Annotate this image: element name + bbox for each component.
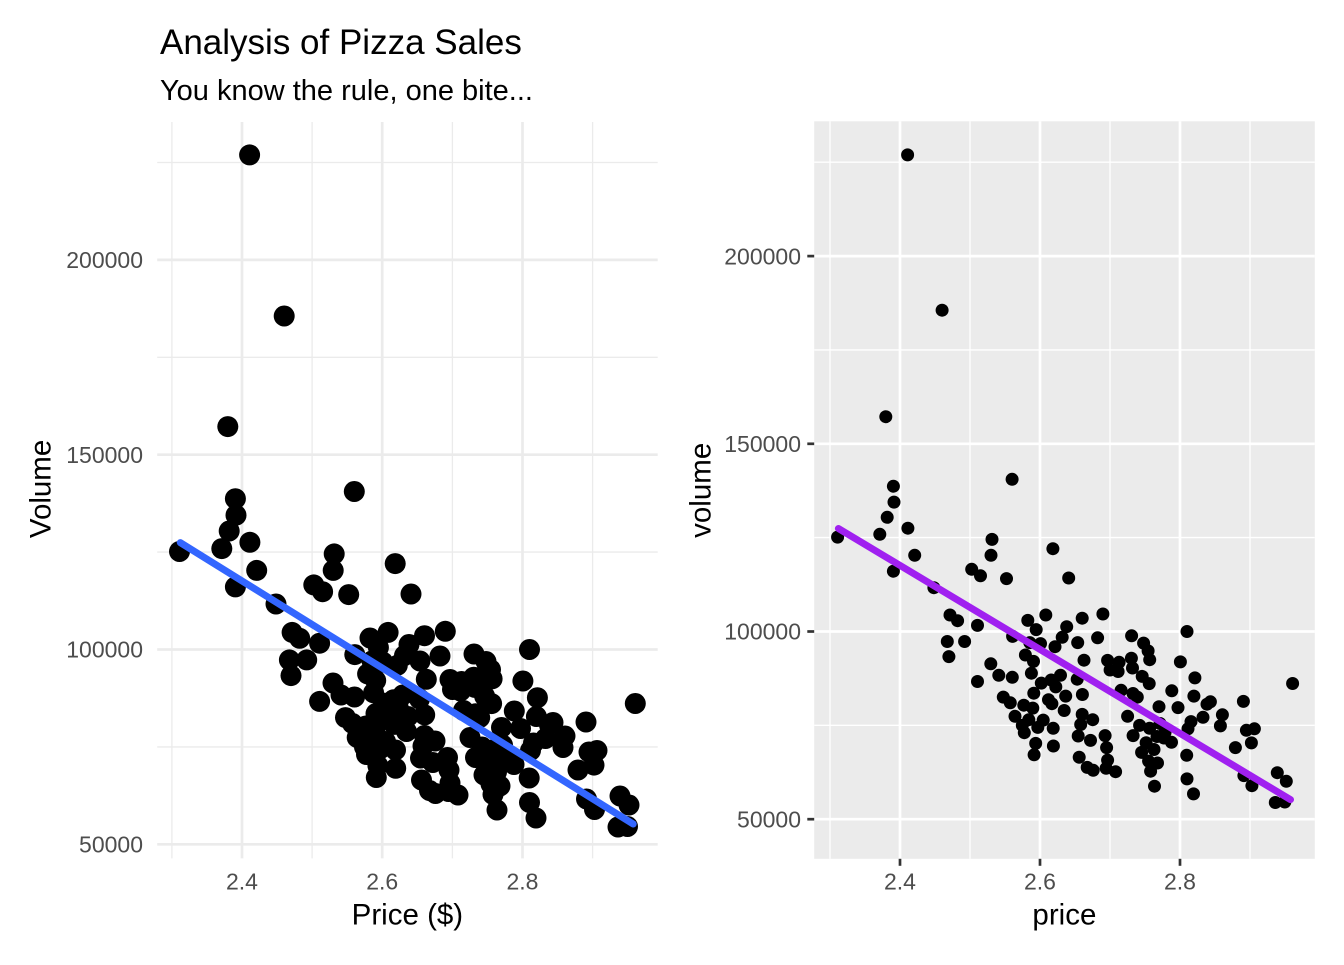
svg-text:150000: 150000 bbox=[66, 442, 143, 468]
svg-text:2.8: 2.8 bbox=[507, 868, 539, 894]
svg-text:100000: 100000 bbox=[724, 619, 801, 645]
svg-text:Price ($): Price ($) bbox=[352, 898, 463, 931]
svg-text:2.4: 2.4 bbox=[884, 868, 916, 894]
svg-text:2.6: 2.6 bbox=[366, 868, 398, 894]
svg-text:200000: 200000 bbox=[66, 247, 143, 273]
svg-text:Volume: Volume bbox=[25, 440, 58, 538]
svg-text:volume: volume bbox=[685, 443, 718, 538]
svg-text:50000: 50000 bbox=[79, 832, 143, 858]
svg-text:200000: 200000 bbox=[724, 243, 801, 269]
svg-text:2.4: 2.4 bbox=[226, 868, 258, 894]
svg-text:Analysis of Pizza Sales: Analysis of Pizza Sales bbox=[160, 23, 522, 62]
svg-text:price: price bbox=[1032, 898, 1096, 931]
svg-text:100000: 100000 bbox=[66, 637, 143, 663]
svg-text:150000: 150000 bbox=[724, 431, 801, 457]
svg-text:2.8: 2.8 bbox=[1164, 868, 1196, 894]
svg-text:2.6: 2.6 bbox=[1024, 868, 1056, 894]
svg-text:50000: 50000 bbox=[737, 806, 801, 832]
svg-text:You know the rule, one bite...: You know the rule, one bite... bbox=[160, 75, 533, 107]
